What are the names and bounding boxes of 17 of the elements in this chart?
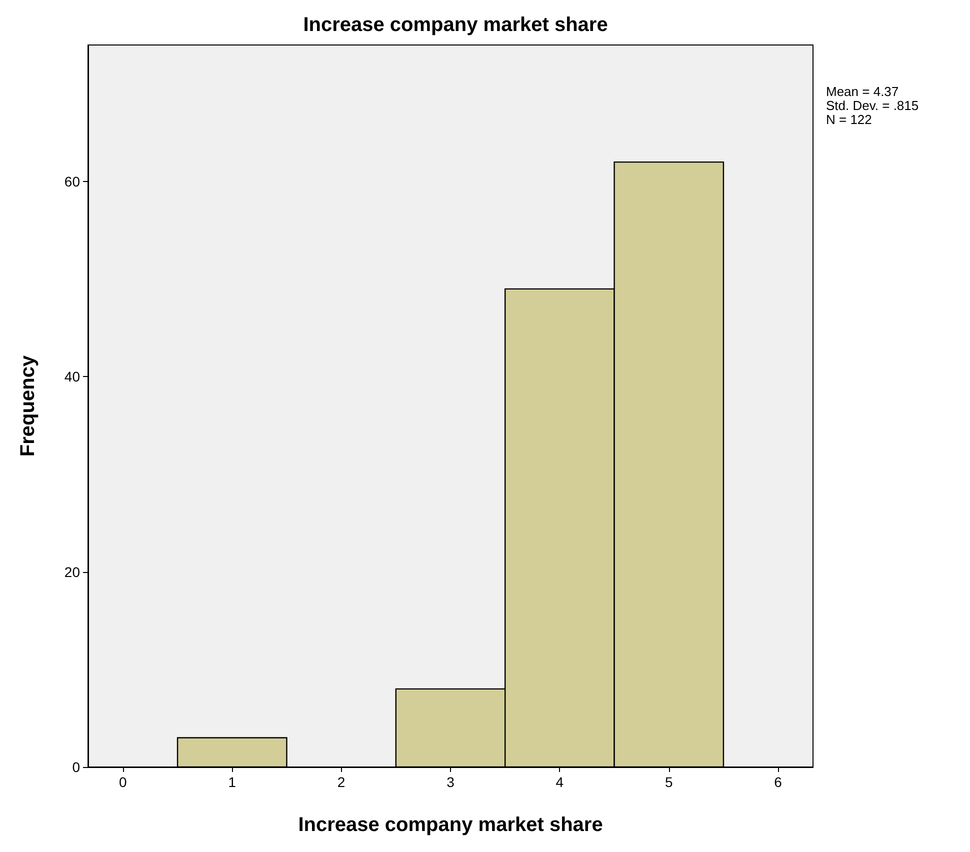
x-tick-label: 1 (228, 774, 236, 790)
x-axis-title: Increase company market share (298, 814, 603, 836)
x-tick-label: 5 (664, 774, 673, 790)
text: Std. Dev. = .815 (826, 98, 919, 113)
x-tick-label: 4 (556, 774, 564, 790)
x-tick-label: 0 (119, 774, 128, 790)
text: Mean = 4.37 (826, 84, 899, 99)
y-tick-label: 40 (64, 368, 80, 385)
y-tick-label: 60 (64, 174, 80, 190)
x-tick-label: 2 (337, 774, 346, 790)
y-tick-label: 20 (64, 564, 80, 580)
y-tick-label: 0 (72, 759, 80, 775)
text: N = 122 (826, 112, 872, 127)
chart-title: Increase company market share (303, 14, 608, 36)
x-tick-label: 6 (774, 774, 782, 790)
y-axis-title: Frequency (17, 354, 39, 457)
x-tick-label: 3 (446, 774, 455, 790)
